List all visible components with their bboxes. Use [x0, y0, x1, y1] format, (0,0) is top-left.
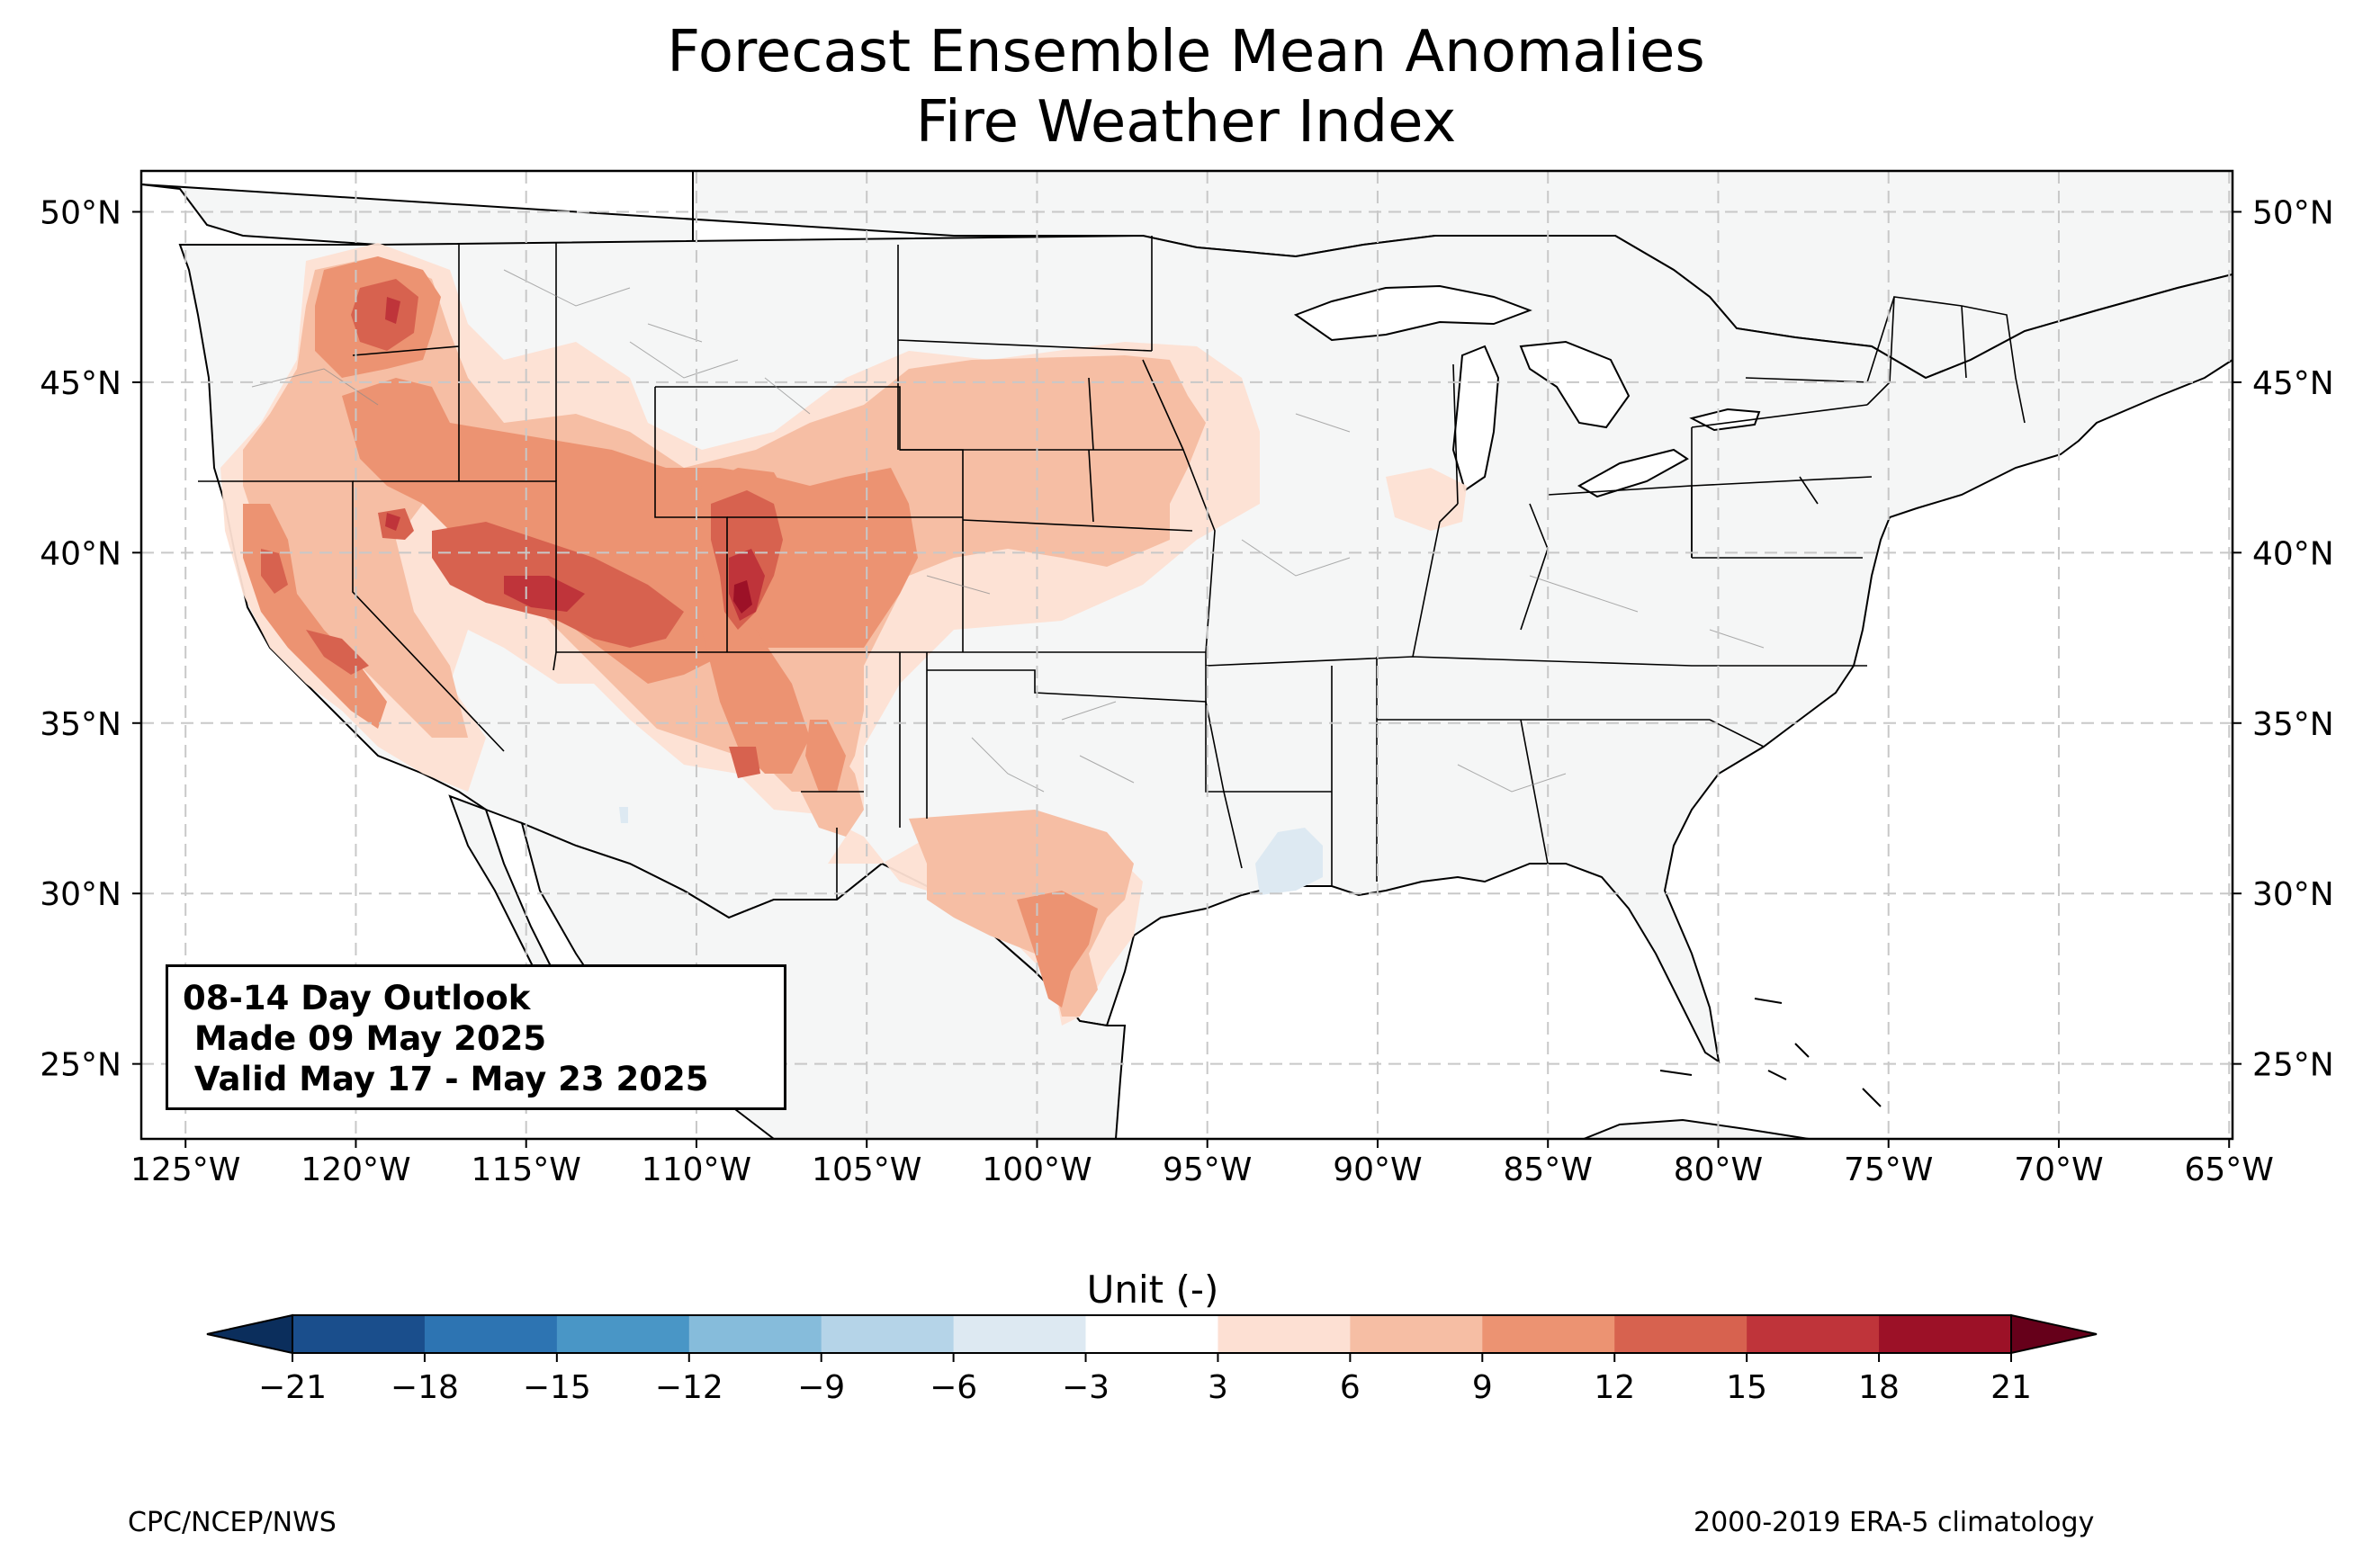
lat-tick-label-right: 35°N [2252, 706, 2334, 743]
anomaly-sw-cal [306, 630, 369, 675]
colorbar-extend-low [206, 1313, 293, 1355]
outlook-info-box: 08-14 Day Outlook Made 09 May 2025 Valid… [166, 964, 786, 1110]
colorbar-ticks: −21 −18 −15 −12 −9 −6 −3 3 6 9 12 15 18 21 [258, 1353, 2032, 1406]
colorbar-tick-label: 12 [1594, 1369, 1635, 1406]
colorbar-segment [424, 1315, 558, 1353]
anomaly-az-negative [619, 807, 628, 823]
lon-tick-label: 95°W [1163, 1151, 1252, 1188]
lat-tick-label-right: 45°N [2252, 365, 2334, 402]
colorbar-extend-high [2010, 1313, 2098, 1355]
state-boundaries [198, 236, 2026, 900]
colorbar-tick-label: 15 [1726, 1369, 1767, 1406]
anomaly-nm-east [805, 720, 846, 792]
colorbar-tick-label: 3 [1208, 1369, 1228, 1406]
colorbar-tick-label: −12 [655, 1369, 723, 1406]
colorbar-tick-label: −15 [523, 1369, 591, 1406]
colorbar: Unit (-) −21 −18 −15 −12 −9 −6 −3 3 6 9 12 15 18 21 [206, 1268, 2098, 1406]
lat-tick-label-left: 50°N [40, 194, 121, 231]
colorbar-segments [206, 1313, 2098, 1355]
anomaly-nm-south [729, 747, 760, 778]
county-lines [251, 269, 1765, 793]
lon-tick-label: 105°W [812, 1151, 921, 1188]
colorbar-tick-label: 6 [1340, 1369, 1361, 1406]
colorbar-tick-label: −3 [1062, 1369, 1110, 1406]
colorbar-segment [1350, 1315, 1483, 1353]
lon-tick-label: 65°W [2185, 1151, 2274, 1188]
colorbar-segment [1482, 1315, 1615, 1353]
colorbar-tick-label: −6 [930, 1369, 977, 1406]
colorbar-segment [1879, 1315, 2012, 1353]
anomaly-nm [702, 630, 810, 774]
map-frame [139, 169, 2234, 1141]
colorbar-tick-label: 21 [1990, 1369, 2032, 1406]
anomaly-co-peak [733, 580, 752, 614]
lat-tick-label-right: 40°N [2252, 535, 2334, 572]
colorbar-tick-label: 9 [1472, 1369, 1493, 1406]
colorbar-segment [1217, 1315, 1351, 1353]
colorbar-segment [1614, 1315, 1748, 1353]
lon-tick-label: 85°W [1504, 1151, 1593, 1188]
cuba [1583, 1118, 1810, 1139]
lat-tick-label-right: 50°N [2252, 194, 2334, 231]
colorbar-label: Unit (-) [1087, 1268, 1219, 1312]
axis-ticks: 125°W 120°W 115°W 110°W 105°W 100°W 95°W 90°W 85… [40, 194, 2334, 1188]
lon-tick-label: 70°W [2014, 1151, 2103, 1188]
made-date: Made 09 May 2025 [183, 1019, 547, 1058]
lon-tick-label: 115°W [472, 1151, 581, 1188]
bahamas [1659, 998, 1882, 1107]
credit-right: 2000-2019 ERA-5 climatology [1694, 1507, 2095, 1538]
lon-tick-label: 120°W [301, 1151, 410, 1188]
anomaly-california-central [261, 549, 288, 594]
lon-tick-label: 110°W [642, 1151, 751, 1188]
anomaly-oregon [351, 279, 418, 351]
lake-huron [1519, 340, 1631, 429]
lake-superior [1293, 284, 1532, 342]
lake-michigan [1451, 345, 1500, 492]
anomaly-shading [220, 243, 1467, 1026]
lat-tick-label-left: 25°N [40, 1047, 121, 1084]
colorbar-segment [688, 1315, 822, 1353]
colorbar-segment [953, 1315, 1087, 1353]
colorbar-segment [1085, 1315, 1218, 1353]
anomaly-great-basin [342, 378, 918, 684]
credit-left: CPC/NCEP/NWS [128, 1507, 337, 1538]
lat-tick-label-left: 35°N [40, 706, 121, 743]
lon-tick-label: 125°W [130, 1151, 240, 1188]
chart-title-line2: Fire Weather Index [915, 89, 1457, 156]
lat-tick-label-left: 30°N [40, 876, 121, 913]
colorbar-outline [292, 1314, 2012, 1354]
colorbar-segment [1747, 1315, 1880, 1353]
colorbar-tick-label: −9 [797, 1369, 845, 1406]
colorbar-segment [821, 1315, 955, 1353]
lat-tick-label-left: 40°N [40, 535, 121, 572]
gridlines [141, 171, 2233, 1139]
colorbar-tick-label: 18 [1858, 1369, 1900, 1406]
lat-tick-label-left: 45°N [40, 365, 121, 402]
anomaly-oregon-core [385, 297, 400, 324]
colorbar-segment [292, 1315, 426, 1353]
anomaly-nv-core [385, 513, 400, 531]
lon-tick-label: 80°W [1674, 1151, 1763, 1188]
outlook-period: 08-14 Day Outlook [183, 979, 531, 1017]
valid-dates: Valid May 17 - May 23 2025 [183, 1060, 709, 1098]
colorbar-tick-label: −21 [258, 1369, 327, 1406]
lat-tick-label-right: 30°N [2252, 876, 2334, 913]
chart-title-line1: Forecast Ensemble Mean Anomalies [667, 19, 1705, 85]
colorbar-tick-label: −18 [391, 1369, 459, 1406]
lon-tick-label: 90°W [1333, 1151, 1422, 1188]
colorbar-segment [556, 1315, 690, 1353]
lake-erie [1577, 448, 1689, 498]
lat-tick-label-right: 25°N [2252, 1047, 2334, 1084]
anomaly-utah-core [504, 576, 585, 612]
lon-tick-label: 75°W [1844, 1151, 1933, 1188]
lon-tick-label: 100°W [982, 1151, 1092, 1188]
anomaly-south-texas [1017, 891, 1098, 1008]
anomaly-mississippi-negative [1255, 828, 1323, 895]
